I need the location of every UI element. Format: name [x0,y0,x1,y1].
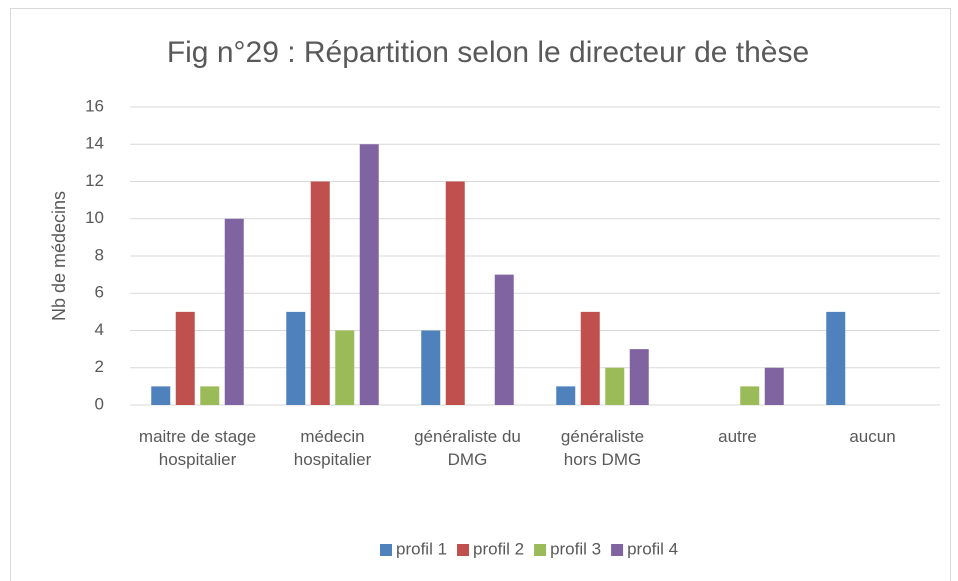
legend-swatch [534,544,547,556]
bar [175,311,195,405]
chart-border [10,8,951,581]
bar [200,386,220,405]
y-tick-label: 14 [85,134,104,153]
legend-label: profil 4 [627,539,678,558]
y-tick-label: 10 [85,208,104,227]
legend-label: profil 2 [473,539,524,558]
bar [740,386,760,405]
x-tick-label: maitre de stage hospitalier [138,427,257,469]
y-tick-label: 6 [95,283,104,302]
legend-label: profil 3 [550,539,601,558]
y-axis-label: Nb de médecins [49,191,69,321]
legend-swatch [380,544,392,556]
bar [605,367,625,405]
bar [764,367,784,405]
chart-title: Fig n°29 : Répartition selon le directeu… [167,36,809,69]
bar [629,349,649,405]
bar [580,311,600,405]
bar [556,386,576,405]
legend-label: profil 1 [396,539,447,558]
x-tick-label: aucun [849,427,896,446]
bar [224,218,244,405]
bar [310,181,330,405]
y-tick-label: 8 [95,245,104,264]
y-tick-label: 12 [85,171,104,190]
x-tick-label: médecin hospitalier [293,427,372,469]
bar [494,274,514,405]
bar [826,311,846,405]
y-tick-label: 4 [95,320,104,339]
bar [335,330,355,405]
bar [421,330,441,405]
bar [151,386,171,405]
bar [359,144,379,405]
x-tick-label: généraliste hors DMG [560,427,645,469]
y-tick-label: 0 [95,394,104,413]
legend-swatch [611,544,624,556]
bar [286,311,306,405]
x-tick-label: autre [718,427,757,446]
x-tick-label: généraliste du DMG [414,427,521,469]
legend-swatch [457,544,470,556]
bar [445,181,465,405]
y-tick-label: 2 [95,357,104,376]
y-tick-label: 16 [85,96,104,115]
